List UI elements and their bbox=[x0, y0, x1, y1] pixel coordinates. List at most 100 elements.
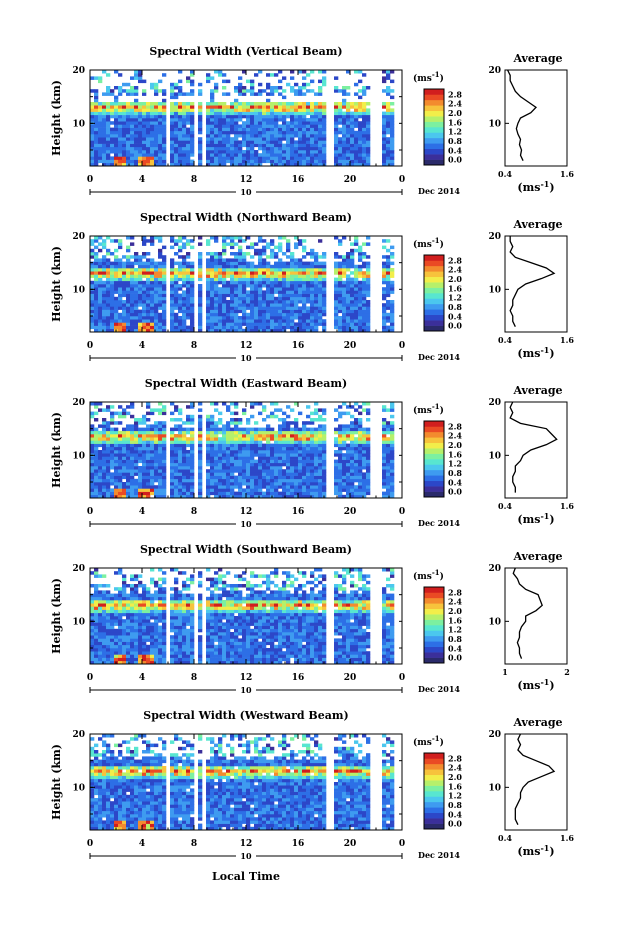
heatmap-cell bbox=[226, 271, 230, 275]
heatmap-cell bbox=[278, 258, 282, 262]
heatmap-cell bbox=[314, 412, 318, 416]
heatmap-cell bbox=[110, 306, 114, 310]
heatmap-cell bbox=[238, 140, 242, 144]
heatmap-cell bbox=[270, 460, 274, 464]
heatmap-cell bbox=[270, 412, 274, 416]
heatmap-cell bbox=[122, 89, 126, 93]
heatmap-cell bbox=[294, 153, 298, 157]
heatmap-cell bbox=[206, 137, 210, 141]
heatmap-cell bbox=[262, 258, 266, 262]
heatmap-cell bbox=[318, 239, 322, 243]
heatmap-cell bbox=[302, 262, 306, 266]
heatmap-cell bbox=[130, 265, 134, 269]
heatmap-cell bbox=[290, 326, 294, 330]
heatmap-cell bbox=[278, 115, 282, 119]
heatmap-cell bbox=[94, 239, 98, 243]
avg-y-tick-label: 10 bbox=[488, 119, 501, 129]
heatmap-cell bbox=[218, 121, 222, 125]
heatmap-cell bbox=[134, 453, 138, 457]
heatmap-cell bbox=[110, 140, 114, 144]
heatmap-cell bbox=[178, 297, 182, 301]
heatmap-cell bbox=[258, 115, 262, 119]
heatmap-cell bbox=[354, 421, 358, 425]
heatmap-cell bbox=[210, 424, 214, 428]
heatmap-cell bbox=[150, 453, 154, 457]
heatmap-cell bbox=[102, 479, 106, 483]
heatmap-cell bbox=[310, 118, 314, 122]
heatmap-cell bbox=[322, 431, 326, 435]
heatmap-cell bbox=[138, 268, 142, 272]
heatmap-cell bbox=[122, 440, 126, 444]
heatmap-cell bbox=[114, 469, 118, 473]
heatmap-cell bbox=[170, 466, 174, 470]
heatmap-cell bbox=[94, 105, 98, 109]
heatmap-cell bbox=[234, 466, 238, 470]
heatmap-cell bbox=[258, 255, 262, 259]
heatmap-cell bbox=[234, 255, 238, 259]
heatmap-cell bbox=[334, 112, 338, 116]
heatmap-cell bbox=[134, 460, 138, 464]
heatmap-cell bbox=[94, 137, 98, 141]
heatmap-cell bbox=[210, 144, 214, 148]
heatmap-cell bbox=[386, 294, 390, 298]
heatmap-cell bbox=[174, 306, 178, 310]
heatmap-cell bbox=[90, 255, 94, 259]
heatmap-cell bbox=[158, 294, 162, 298]
heatmap-cell bbox=[250, 150, 254, 154]
heatmap-cell bbox=[338, 303, 342, 307]
heatmap-cell bbox=[98, 147, 102, 151]
heatmap-cell bbox=[118, 242, 122, 246]
heatmap-cell bbox=[282, 290, 286, 294]
heatmap-cell bbox=[214, 408, 218, 412]
heatmap-cell bbox=[242, 105, 246, 109]
heatmap-cell bbox=[238, 303, 242, 307]
heatmap-cell bbox=[346, 306, 350, 310]
heatmap-cell bbox=[338, 239, 342, 243]
heatmap-cell bbox=[314, 274, 318, 278]
heatmap-cell bbox=[246, 265, 250, 269]
heatmap-cell bbox=[338, 319, 342, 323]
heatmap-cell bbox=[242, 297, 246, 301]
heatmap-cell bbox=[90, 424, 94, 428]
heatmap-cell bbox=[270, 271, 274, 275]
heatmap-cell bbox=[358, 80, 362, 84]
colorbar-swatch bbox=[424, 320, 444, 326]
heatmap-cell bbox=[270, 476, 274, 480]
heatmap-cell bbox=[254, 488, 258, 492]
heatmap-cell bbox=[94, 144, 98, 148]
heatmap-cell bbox=[154, 265, 158, 269]
heatmap-cell bbox=[298, 153, 302, 157]
heatmap-cell bbox=[294, 485, 298, 489]
heatmap-cell bbox=[226, 92, 230, 96]
heatmap-cell bbox=[230, 300, 234, 304]
heatmap-cell bbox=[382, 316, 386, 320]
heatmap-cell bbox=[346, 128, 350, 132]
heatmap-cell bbox=[258, 479, 262, 483]
heatmap-cell bbox=[134, 418, 138, 422]
heatmap-cell bbox=[138, 278, 142, 282]
heatmap-cell bbox=[282, 303, 286, 307]
heatmap-cell bbox=[122, 456, 126, 460]
heatmap-cell bbox=[334, 134, 338, 138]
heatmap-cell bbox=[198, 140, 202, 144]
heatmap-cell bbox=[142, 147, 146, 151]
heatmap-cell bbox=[138, 112, 142, 116]
heatmap-cell bbox=[318, 160, 322, 164]
heatmap-cell bbox=[230, 488, 234, 492]
heatmap-cell bbox=[146, 297, 150, 301]
heatmap-cell bbox=[254, 274, 258, 278]
heatmap-cell bbox=[150, 278, 154, 282]
heatmap-cell bbox=[350, 415, 354, 419]
heatmap-cell bbox=[310, 271, 314, 275]
heatmap-cell bbox=[102, 287, 106, 291]
heatmap-cell bbox=[274, 447, 278, 451]
heatmap-cell bbox=[334, 306, 338, 310]
heatmap-cell bbox=[218, 150, 222, 154]
heatmap-cell bbox=[290, 492, 294, 496]
heatmap-cell bbox=[142, 488, 146, 492]
heatmap-cell bbox=[290, 447, 294, 451]
heatmap-cell bbox=[162, 297, 166, 301]
heatmap-cell bbox=[90, 437, 94, 441]
heatmap-cell bbox=[358, 450, 362, 454]
heatmap-cell bbox=[130, 281, 134, 285]
